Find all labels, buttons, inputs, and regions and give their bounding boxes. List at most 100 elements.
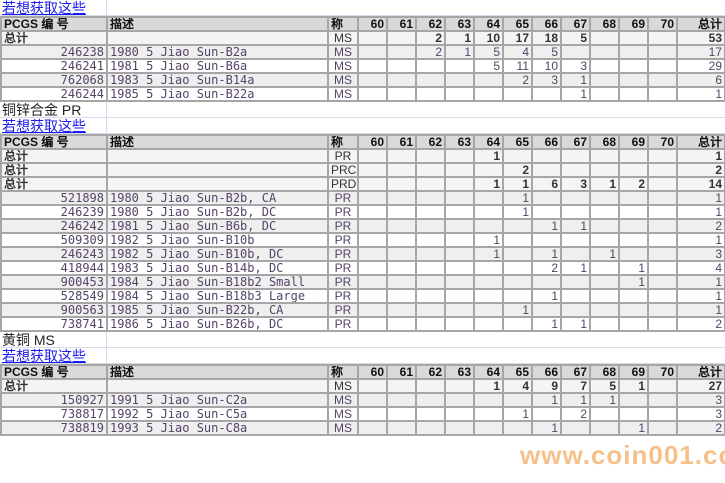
total-count-62 xyxy=(415,176,446,192)
count-67[interactable]: 1 xyxy=(560,218,591,234)
count-65[interactable]: 1 xyxy=(502,302,533,318)
count-65[interactable]: 11 xyxy=(502,58,533,74)
pcgs-number-link[interactable]: 246241 xyxy=(0,58,108,74)
description-link[interactable]: 1984 5 Jiao Sun-B18b3 Large xyxy=(106,288,329,304)
total-count-68 xyxy=(589,148,620,164)
count-70 xyxy=(647,204,678,220)
description-link[interactable]: 1980 5 Jiao Sun-B2b, DC xyxy=(106,204,329,220)
count-61 xyxy=(386,288,417,304)
count-63 xyxy=(444,302,475,318)
total-count-69: 2 xyxy=(618,176,649,192)
count-65[interactable]: 2 xyxy=(502,72,533,88)
description-link[interactable]: 1980 5 Jiao Sun-B2a xyxy=(106,44,329,60)
count-64[interactable]: 1 xyxy=(473,232,504,248)
pcgs-number-link[interactable]: 246243 xyxy=(0,246,108,262)
count-67[interactable]: 1 xyxy=(560,86,591,102)
pcgs-number-link[interactable]: 246238 xyxy=(0,44,108,60)
count-66[interactable]: 1 xyxy=(531,218,562,234)
header-grade-69: 69 xyxy=(618,16,649,32)
total-count-62 xyxy=(415,162,446,178)
count-66[interactable]: 1 xyxy=(531,420,562,436)
count-60 xyxy=(357,86,388,102)
pcgs-number-link[interactable]: 246239 xyxy=(0,204,108,220)
pcgs-number-link[interactable]: 738819 xyxy=(0,420,108,436)
description-link[interactable]: 1991 5 Jiao Sun-C2a xyxy=(106,392,329,408)
count-69[interactable]: 1 xyxy=(618,420,649,436)
pcgs-number-link[interactable]: 900563 xyxy=(0,302,108,318)
count-67[interactable]: 1 xyxy=(560,392,591,408)
count-67[interactable]: 1 xyxy=(560,316,591,332)
description-link[interactable]: 1983 5 Jiao Sun-B14a xyxy=(106,72,329,88)
count-68[interactable]: 1 xyxy=(589,246,620,262)
count-69[interactable]: 1 xyxy=(618,260,649,276)
count-65[interactable]: 1 xyxy=(502,190,533,206)
get-these-link[interactable]: 若想获取这些 xyxy=(2,118,86,134)
count-66[interactable]: 1 xyxy=(531,246,562,262)
description-link[interactable]: 1985 5 Jiao Sun-B22a xyxy=(106,86,329,102)
count-67[interactable]: 2 xyxy=(560,406,591,422)
description-link[interactable]: 1983 5 Jiao Sun-B14b, DC xyxy=(106,260,329,276)
count-65[interactable]: 1 xyxy=(502,204,533,220)
description-link[interactable]: 1982 5 Jiao Sun-B10b xyxy=(106,232,329,248)
description-link[interactable]: 1981 5 Jiao Sun-B6a xyxy=(106,58,329,74)
description-link[interactable]: 1981 5 Jiao Sun-B6b, DC xyxy=(106,218,329,234)
count-66[interactable]: 2 xyxy=(531,260,562,276)
description-link[interactable]: 1982 5 Jiao Sun-B10b, DC xyxy=(106,246,329,262)
count-66[interactable]: 1 xyxy=(531,316,562,332)
count-62 xyxy=(415,316,446,332)
get-these-link[interactable]: 若想获取这些 xyxy=(2,0,86,16)
pcgs-number-link[interactable]: 738817 xyxy=(0,406,108,422)
count-60 xyxy=(357,274,388,290)
count-66[interactable]: 1 xyxy=(531,392,562,408)
description-link[interactable]: 1993 5 Jiao Sun-C8a xyxy=(106,420,329,436)
pcgs-number-link[interactable]: 762068 xyxy=(0,72,108,88)
count-67[interactable]: 1 xyxy=(560,72,591,88)
pcgs-number-link[interactable]: 521898 xyxy=(0,190,108,206)
count-66[interactable]: 10 xyxy=(531,58,562,74)
pcgs-number-link[interactable]: 246242 xyxy=(0,218,108,234)
row-total: 3 xyxy=(676,246,725,262)
header-grade-68: 68 xyxy=(589,134,620,150)
count-66[interactable]: 5 xyxy=(531,44,562,60)
table-row: 738819 1993 5 Jiao Sun-C8a MS 1 1 2 xyxy=(0,420,725,436)
count-61 xyxy=(386,420,417,436)
count-64[interactable]: 5 xyxy=(473,58,504,74)
row-total: 2 xyxy=(676,218,725,234)
pcgs-number-link[interactable]: 738741 xyxy=(0,316,108,332)
pcgs-number-link[interactable]: 150927 xyxy=(0,392,108,408)
pcgs-number-link[interactable]: 246244 xyxy=(0,86,108,102)
header-grade-60: 60 xyxy=(357,364,388,380)
description-link[interactable]: 1992 5 Jiao Sun-C5a xyxy=(106,406,329,422)
description-link[interactable]: 1980 5 Jiao Sun-B2b, CA xyxy=(106,190,329,206)
total-label: 总计 xyxy=(0,176,108,192)
pcgs-number-link[interactable]: 509309 xyxy=(0,232,108,248)
count-66[interactable]: 3 xyxy=(531,72,562,88)
description-link[interactable]: 1984 5 Jiao Sun-B18b2 Small xyxy=(106,274,329,290)
table-row: 738817 1992 5 Jiao Sun-C5a MS 1 2 3 xyxy=(0,406,725,422)
count-68[interactable]: 1 xyxy=(589,392,620,408)
get-these-link[interactable]: 若想获取这些 xyxy=(2,348,86,364)
pcgs-number-link[interactable]: 900453 xyxy=(0,274,108,290)
count-64 xyxy=(473,420,504,436)
description-link[interactable]: 1986 5 Jiao Sun-B26b, DC xyxy=(106,316,329,332)
count-70 xyxy=(647,302,678,318)
count-63[interactable]: 1 xyxy=(444,44,475,60)
pcgs-number-link[interactable]: 418944 xyxy=(0,260,108,276)
count-65[interactable]: 1 xyxy=(502,406,533,422)
count-64 xyxy=(473,316,504,332)
count-62[interactable]: 2 xyxy=(415,44,446,60)
count-64[interactable]: 5 xyxy=(473,44,504,60)
count-65[interactable]: 4 xyxy=(502,44,533,60)
total-row: 总计 MS 1 4 9 7 5 1 27 xyxy=(0,378,725,394)
watermark: www.coin001.com xyxy=(520,440,725,470)
description-link[interactable]: 1985 5 Jiao Sun-B22b, CA xyxy=(106,302,329,318)
count-66[interactable]: 1 xyxy=(531,288,562,304)
count-60 xyxy=(357,58,388,74)
count-67[interactable]: 3 xyxy=(560,58,591,74)
count-64[interactable]: 1 xyxy=(473,246,504,262)
count-67[interactable]: 1 xyxy=(560,260,591,276)
count-69[interactable]: 1 xyxy=(618,274,649,290)
section-title: 黄铜 MS xyxy=(2,332,55,348)
count-65 xyxy=(502,420,533,436)
pcgs-number-link[interactable]: 528549 xyxy=(0,288,108,304)
